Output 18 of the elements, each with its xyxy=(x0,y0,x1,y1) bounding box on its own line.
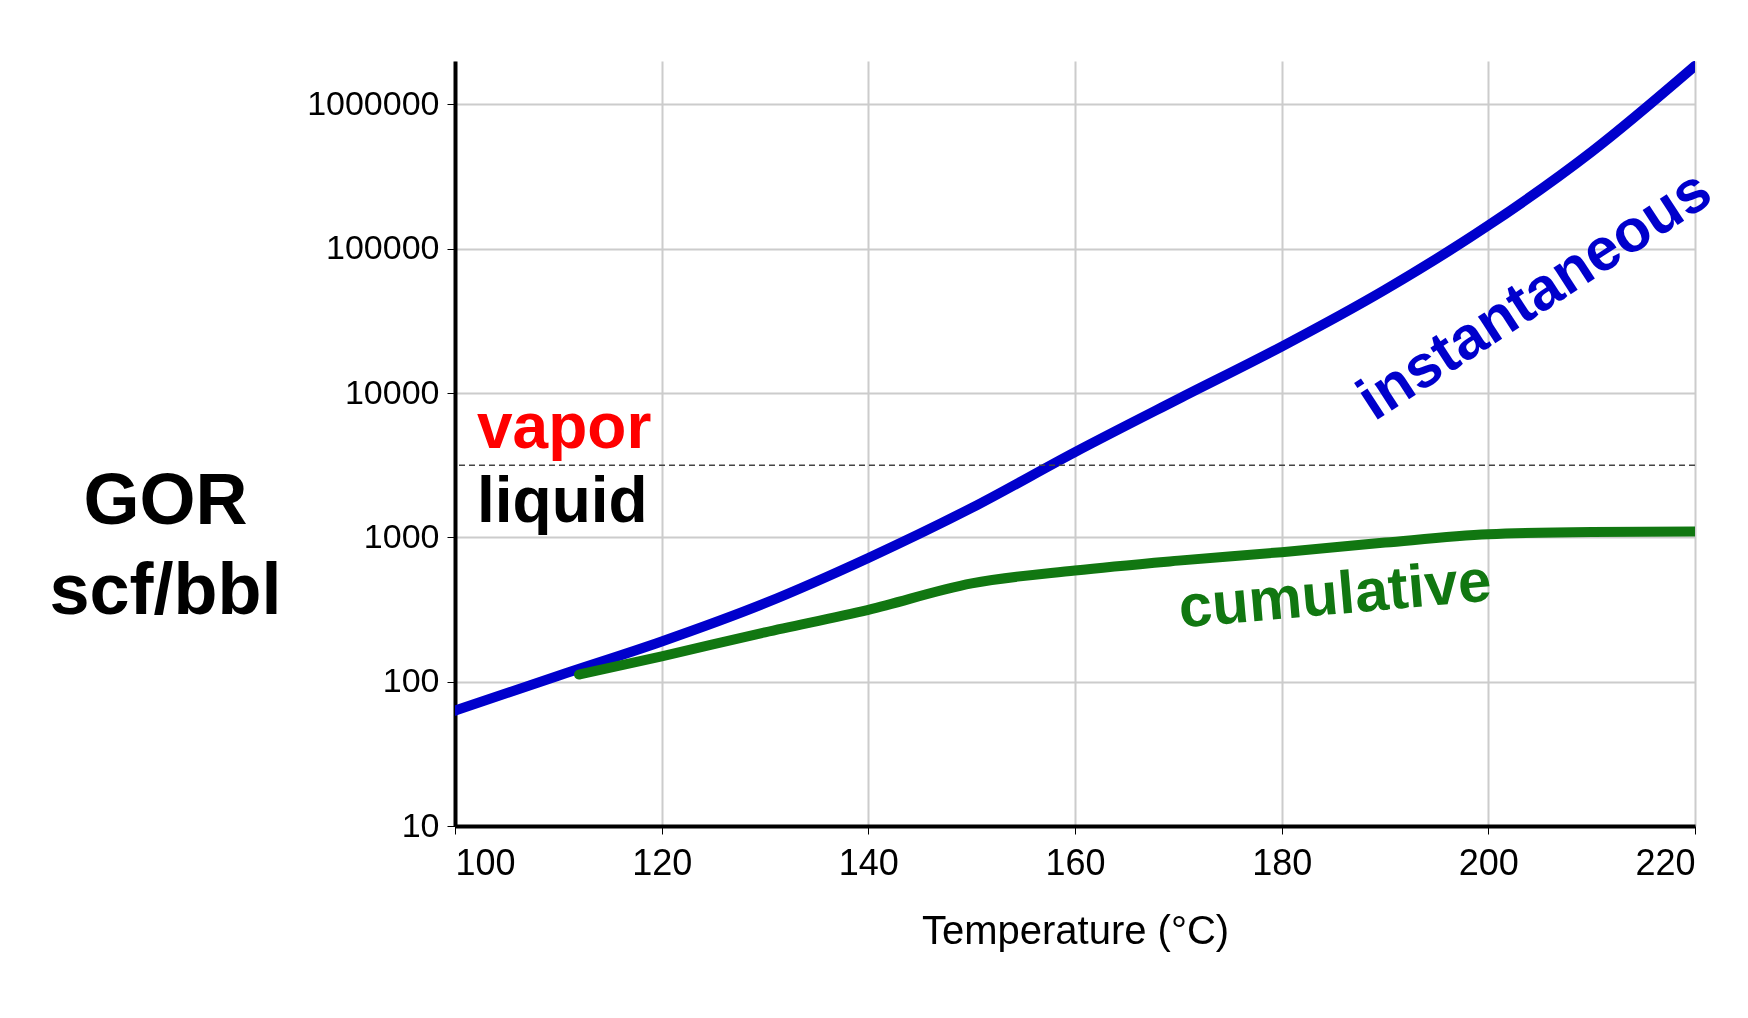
y-tick-label: 10 xyxy=(401,805,440,844)
y-tick-label: 1000000 xyxy=(307,83,440,122)
x-tick-label: 200 xyxy=(1458,841,1519,883)
y-tick-label: 10000 xyxy=(344,372,440,411)
x-tick-label: 160 xyxy=(1045,841,1106,883)
annotation: liquid xyxy=(477,464,648,537)
y-tick-label: 100 xyxy=(382,661,440,700)
x-tick-label: 120 xyxy=(632,841,693,883)
x-tick-label: 100 xyxy=(455,841,516,883)
x-axis-title: Temperature (°C) xyxy=(921,907,1230,952)
y-tick-label: 1000 xyxy=(363,516,440,555)
y-tick-label: 100000 xyxy=(326,228,440,267)
series-label: cumulative xyxy=(1175,546,1494,641)
x-tick-label: 180 xyxy=(1252,841,1313,883)
x-tick-label: 140 xyxy=(838,841,899,883)
y-axis-title: GOR scf/bbl xyxy=(49,458,282,629)
annotation: vapor xyxy=(477,390,652,463)
x-tick-label: 220 xyxy=(1635,841,1696,883)
